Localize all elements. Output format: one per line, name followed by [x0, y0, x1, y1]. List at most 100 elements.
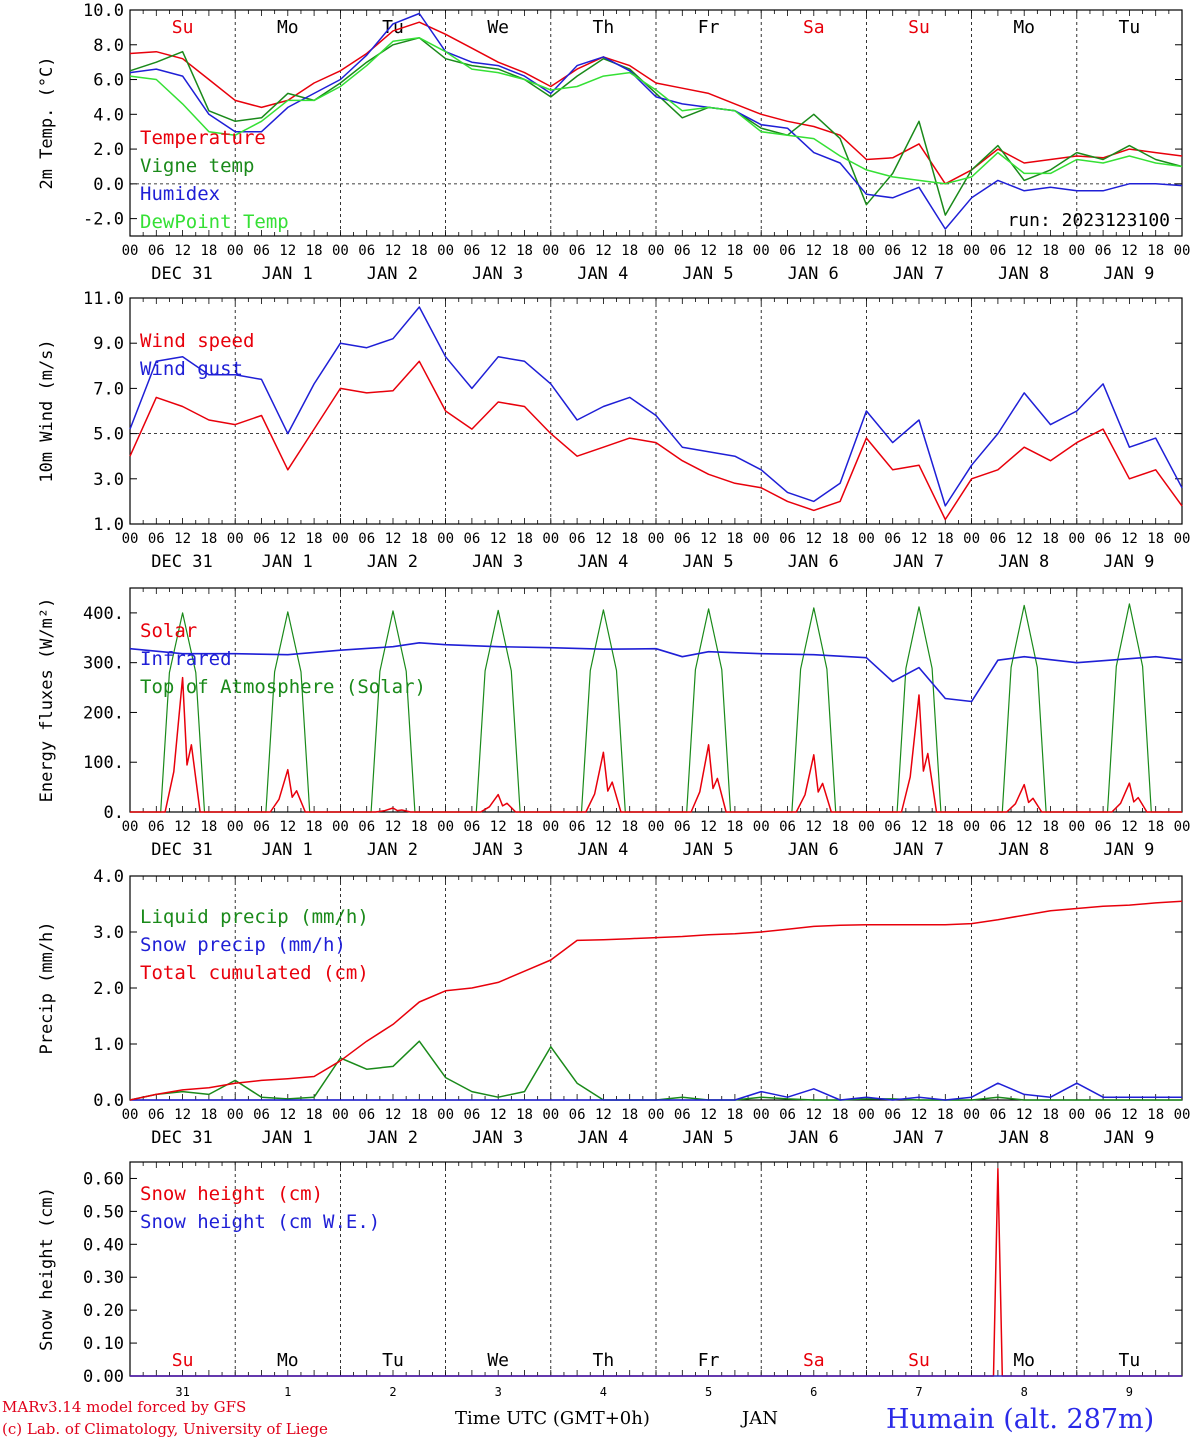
hour-tick-label: 12: [279, 243, 296, 259]
hour-tick-label: 18: [1147, 1107, 1164, 1123]
hour-tick-label: 00: [858, 1107, 875, 1123]
weekday-label: Su: [908, 17, 930, 38]
weekday-label: Sa: [803, 1350, 825, 1371]
hour-tick-label: 06: [884, 531, 901, 547]
hour-tick-label: 12: [490, 1107, 507, 1123]
hour-tick-label: 18: [937, 243, 954, 259]
day-label: JAN 2: [367, 1128, 418, 1148]
hour-tick-label: 06: [358, 531, 375, 547]
day-label: JAN 4: [577, 264, 628, 284]
hour-tick-label: 06: [463, 531, 480, 547]
weekday-label: Sa: [803, 17, 825, 38]
hour-tick-label: 12: [385, 819, 402, 835]
y-tick-label: 0.00: [83, 1367, 124, 1387]
hour-tick-label: 12: [595, 531, 612, 547]
hour-tick-label: 12: [700, 1107, 717, 1123]
weekday-label: We: [487, 1350, 509, 1371]
hour-tick-label: 18: [1147, 243, 1164, 259]
day-label: DEC 31: [151, 1128, 212, 1148]
hour-tick-label: 00: [227, 243, 244, 259]
day-label: JAN 9: [1103, 552, 1154, 572]
hour-tick-label: 00: [648, 243, 665, 259]
day-label: JAN 3: [472, 264, 523, 284]
day-label: JAN 7: [893, 552, 944, 572]
hour-tick-label: 00: [753, 531, 770, 547]
hour-tick-label: 06: [569, 1107, 586, 1123]
hour-tick-label: 06: [148, 1107, 165, 1123]
hour-tick-label: 18: [1042, 819, 1059, 835]
hour-tick-label: 06: [253, 243, 270, 259]
hour-tick-label: 18: [832, 1107, 849, 1123]
day-label: JAN 7: [893, 840, 944, 860]
weekday-label: Th: [593, 17, 615, 38]
hour-tick-label: 18: [306, 531, 323, 547]
hour-tick-label: 12: [279, 1107, 296, 1123]
y-tick-label: 8.0: [93, 36, 124, 56]
day-label: JAN 9: [1103, 1128, 1154, 1148]
hour-tick-label: 18: [516, 531, 533, 547]
hour-tick-label: 12: [700, 819, 717, 835]
hour-tick-label: 06: [674, 819, 691, 835]
hour-tick-label: 00: [963, 1107, 980, 1123]
hour-tick-label: 18: [306, 243, 323, 259]
hour-tick-label: 00: [332, 1107, 349, 1123]
hour-tick-label: 12: [911, 1107, 928, 1123]
hour-tick-label: 12: [279, 531, 296, 547]
series-line-wind-speed: [129, 360, 1183, 521]
day-label: JAN 2: [367, 264, 418, 284]
hour-tick-label: 00: [648, 1107, 665, 1123]
day-number-label: 9: [1126, 1385, 1133, 1399]
y-tick-label: 11.0: [83, 289, 124, 309]
hour-tick-label: 00: [332, 819, 349, 835]
hour-tick-label: 18: [726, 819, 743, 835]
day-label: JAN 4: [577, 840, 628, 860]
hour-tick-label: 00: [858, 531, 875, 547]
hour-tick-label: 00: [542, 819, 559, 835]
legend-entry: Snow precip (mm/h): [140, 934, 346, 956]
hour-tick-label: 00: [437, 819, 454, 835]
hour-tick-label: 18: [411, 1107, 428, 1123]
hour-tick-label: 12: [911, 243, 928, 259]
weekday-label: We: [487, 17, 509, 38]
hour-tick-label: 00: [542, 531, 559, 547]
series-line-infrared: [129, 641, 1183, 703]
hour-tick-label: 06: [253, 1107, 270, 1123]
hour-tick-label: 00: [122, 1107, 139, 1123]
hour-tick-label: 00: [753, 243, 770, 259]
hour-tick-label: 00: [1174, 1107, 1191, 1123]
hour-tick-label: 18: [306, 1107, 323, 1123]
x-axis-label: Time UTC (GMT+0h): [455, 1408, 650, 1429]
day-label: JAN 8: [998, 552, 1049, 572]
hour-tick-label: 12: [1121, 819, 1138, 835]
hour-tick-label: 18: [200, 531, 217, 547]
day-label: JAN 5: [682, 1128, 733, 1148]
y-axis-label: Energy fluxes (W/m²): [37, 598, 57, 803]
hour-tick-label: 06: [779, 819, 796, 835]
weekday-label: Su: [172, 17, 194, 38]
legend-entry: Wind speed: [140, 330, 254, 352]
weekday-label: Tu: [1119, 1350, 1141, 1371]
hour-tick-label: 00: [1174, 819, 1191, 835]
y-tick-label: 9.0: [93, 334, 124, 354]
hour-tick-label: 06: [1095, 531, 1112, 547]
hour-tick-label: 06: [148, 531, 165, 547]
hour-tick-label: 12: [490, 531, 507, 547]
hour-tick-label: 06: [358, 819, 375, 835]
hour-tick-label: 06: [358, 1107, 375, 1123]
hour-tick-label: 06: [1095, 819, 1112, 835]
hour-tick-label: 06: [148, 243, 165, 259]
hour-tick-label: 18: [621, 243, 638, 259]
hour-tick-label: 18: [726, 243, 743, 259]
day-label: JAN 1: [262, 264, 313, 284]
hour-tick-label: 00: [963, 243, 980, 259]
hour-tick-label: 12: [805, 819, 822, 835]
panel-2: 11.0 9.0 7.0 5.0 3.0 1.0 10m Wind (m/s) 00 06 12 1…: [37, 289, 1190, 572]
hour-tick-label: 00: [858, 243, 875, 259]
y-tick-label: 200.: [83, 703, 124, 723]
legend-entry: Wind gust: [140, 358, 243, 380]
day-number-label: 5: [705, 1385, 712, 1399]
day-number-label: 7: [915, 1385, 922, 1399]
day-label: JAN 6: [788, 552, 839, 572]
day-number-label: 6: [810, 1385, 817, 1399]
hour-tick-label: 00: [648, 531, 665, 547]
